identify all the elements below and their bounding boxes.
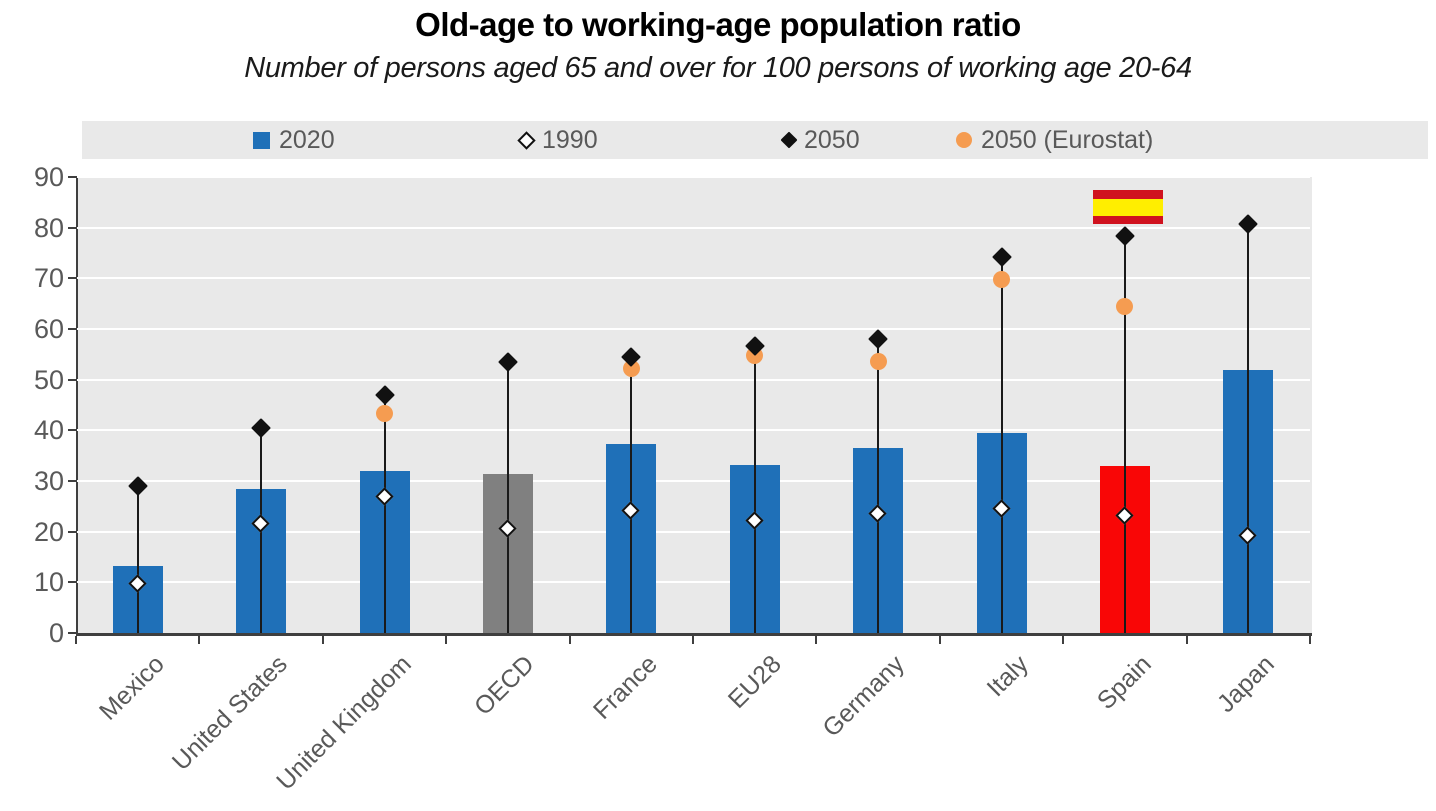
y-axis-tick-60 [68, 328, 77, 330]
y-axis-label-30: 30 [33, 466, 64, 496]
y-axis-tick-80 [68, 226, 77, 229]
marker-2050-eurostat-germany [869, 352, 887, 370]
open-diamond-legend-icon [517, 130, 536, 150]
stem-oecd [506, 362, 509, 633]
y-axis-label-10: 10 [33, 567, 64, 598]
y-axis-tick-70 [68, 277, 77, 280]
chart-title: Old-age to working-age population ratio [415, 6, 1021, 43]
y-axis-label-80: 80 [33, 212, 64, 243]
y-axis-label-0: 0 [48, 618, 64, 648]
marker-2050-eurostat-france [622, 360, 640, 378]
gridline-10 [76, 581, 1310, 584]
spain-flag-red-stripe [1092, 190, 1163, 199]
legend-label-2050-eurostat: 2050 (Eurostat) [981, 125, 1154, 154]
gridline-90 [76, 176, 1310, 178]
x-axis-tick-10 [1309, 636, 1311, 644]
y-axis-tick-30 [68, 480, 77, 482]
y-axis-label-90: 90 [33, 162, 64, 192]
stem-france [630, 356, 633, 633]
legend-strip [82, 121, 1428, 159]
legend-label-2020: 2020 [279, 125, 335, 154]
blue-square-legend-icon [253, 131, 270, 149]
y-axis-tick-40 [68, 429, 77, 432]
x-axis-tick-0 [75, 636, 77, 644]
legend-item-2020: 2020 [253, 125, 335, 154]
y-axis-label-50: 50 [33, 364, 64, 395]
y-axis-label-20: 20 [33, 516, 64, 547]
spain-flag-yellow-stripe [1092, 198, 1163, 216]
legend-item-2050: 2050 [780, 125, 860, 154]
y-axis-tick-50 [68, 378, 77, 381]
x-axis-tick-3 [445, 636, 448, 644]
x-axis-tick-5 [692, 636, 694, 644]
marker-2050-eurostat-italy [993, 271, 1010, 289]
legend-label-2050: 2050 [804, 125, 860, 154]
gridline-50 [76, 378, 1310, 381]
y-axis-tick-20 [68, 530, 77, 533]
stem-japan [1247, 224, 1250, 633]
legend-item-1990: 1990 [517, 125, 598, 154]
gridline-20 [76, 530, 1310, 533]
y-axis-tick-90 [68, 176, 77, 178]
stem-spain [1123, 235, 1126, 633]
gridline-30 [76, 480, 1310, 482]
x-axis-tick-7 [938, 636, 941, 644]
stem-germany [877, 338, 880, 633]
y-axis-tick-10 [68, 581, 77, 584]
x-axis-tick-9 [1185, 636, 1188, 644]
gridline-60 [76, 328, 1310, 330]
x-axis-tick-6 [815, 636, 818, 644]
legend-item-2050-eurostat: 2050 (Eurostat) [956, 125, 1154, 154]
gridline-40 [76, 429, 1310, 432]
x-axis-tick-8 [1062, 636, 1065, 644]
y-axis-tick-0 [68, 632, 77, 634]
spain-flag [1092, 190, 1163, 224]
y-axis-label-70: 70 [33, 263, 64, 294]
gridline-70 [76, 277, 1310, 280]
x-axis-tick-4 [568, 636, 571, 644]
marker-2050-eurostat-united-kingdom [376, 404, 393, 422]
stem-united-kingdom [383, 394, 386, 633]
spain-flag-red-stripe [1092, 215, 1163, 224]
stem-italy [1000, 256, 1003, 633]
y-axis-label-60: 60 [33, 314, 64, 344]
x-axis-tick-1 [198, 636, 201, 644]
y-axis-label-40: 40 [33, 415, 64, 446]
black-diamond-legend-icon [780, 131, 798, 149]
marker-2050-eurostat-spain [1116, 298, 1134, 316]
x-axis-tick-2 [321, 636, 324, 644]
gridline-80 [76, 226, 1310, 229]
orange-circle-legend-icon [956, 132, 972, 148]
stem-eu28 [753, 345, 756, 633]
legend-label-1990: 1990 [542, 125, 598, 154]
chart-subtitle: Number of persons aged 65 and over for 1… [244, 52, 1192, 84]
stem-mexico [136, 486, 139, 633]
